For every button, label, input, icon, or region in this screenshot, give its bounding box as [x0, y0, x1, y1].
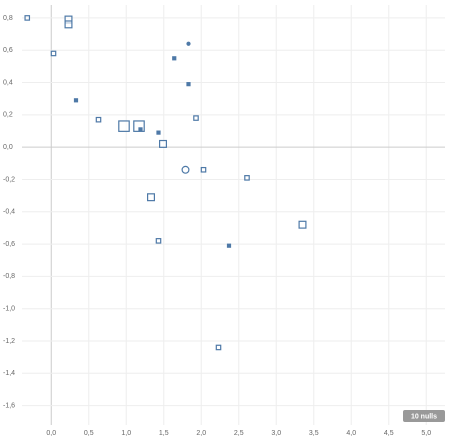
point	[147, 193, 156, 202]
y-tick-label: -0,8	[3, 273, 15, 280]
point	[50, 50, 57, 57]
point	[138, 127, 143, 132]
nulls-label[interactable]: 10 nulls	[411, 413, 437, 420]
y-tick-label: 0,2	[3, 112, 13, 119]
y-tick-label: -1,2	[3, 338, 15, 345]
point	[73, 98, 79, 103]
point	[95, 116, 102, 123]
nulls-badge[interactable]	[403, 410, 445, 422]
x-tick-label: 1,5	[159, 430, 169, 437]
point	[181, 165, 190, 174]
point	[200, 166, 207, 173]
point	[186, 82, 191, 87]
x-tick-label: 0,5	[84, 430, 94, 437]
point	[64, 20, 73, 29]
x-tick-label: 0,0	[46, 430, 56, 437]
y-tick-label: 0,6	[3, 47, 13, 54]
point	[24, 15, 31, 21]
point	[155, 238, 162, 244]
y-tick-label: -0,4	[3, 209, 15, 216]
point	[159, 139, 168, 148]
y-tick-label: 0,4	[3, 79, 13, 86]
y-tick-label: 0,0	[3, 144, 13, 151]
x-tick-label: 1,0	[121, 430, 131, 437]
y-tick-label: -1,6	[3, 402, 15, 409]
point	[215, 344, 222, 351]
x-tick-label: 3,0	[271, 430, 281, 437]
point	[156, 130, 161, 135]
x-tick-label: 2,0	[196, 430, 206, 437]
x-tick-label: 3,5	[309, 430, 319, 437]
point	[118, 120, 130, 132]
point	[172, 56, 177, 61]
x-tick-label: 2,5	[234, 430, 244, 437]
y-tick-label: -0,6	[3, 241, 15, 248]
y-tick-label: -1,4	[3, 370, 15, 377]
y-tick-label: 0,8	[3, 15, 13, 22]
x-tick-label: 4,0	[346, 430, 356, 437]
point	[226, 243, 232, 248]
point	[298, 220, 307, 229]
y-tick-label: -0,2	[3, 176, 15, 183]
y-tick-label: -1,0	[3, 306, 15, 313]
x-tick-label: 4,5	[384, 430, 394, 437]
x-tick-label: 5,0	[421, 430, 431, 437]
point	[193, 115, 199, 121]
point	[186, 41, 191, 46]
point	[244, 175, 250, 181]
